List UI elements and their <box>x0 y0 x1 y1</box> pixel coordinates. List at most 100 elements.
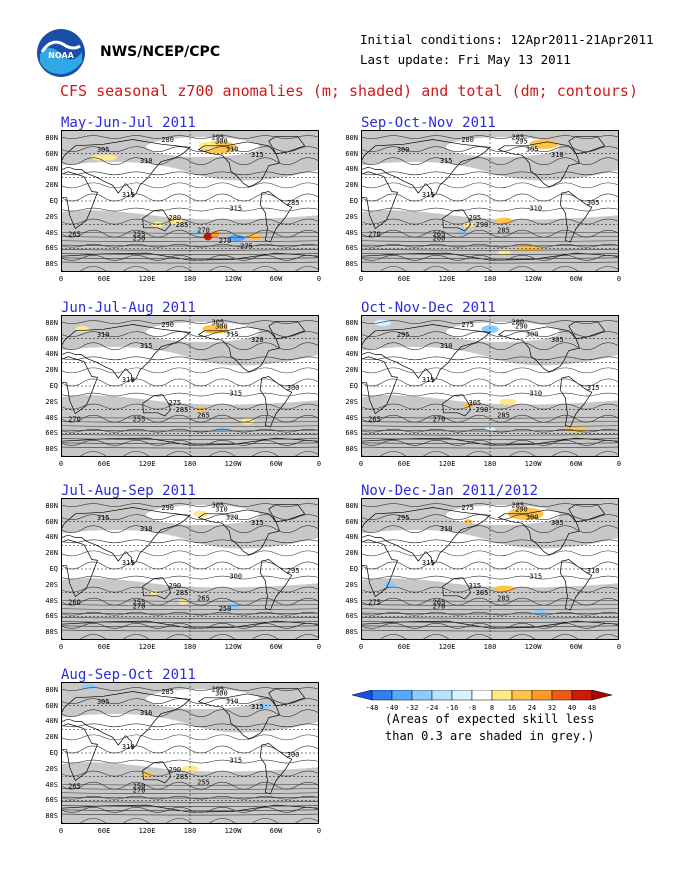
anomaly-shading <box>493 585 516 592</box>
lon-tick-label: 0 <box>316 827 322 835</box>
contour-line <box>61 266 319 272</box>
lon-tick-label: 120E <box>138 643 156 651</box>
contour-line <box>61 367 319 374</box>
contour-label: 260 <box>433 234 446 242</box>
lat-tick-label: 60S <box>45 244 58 253</box>
contour-line <box>61 421 319 423</box>
contour-line <box>61 193 319 202</box>
lat-tick-label: 80N <box>345 501 358 510</box>
contour-label: 250 <box>133 783 146 791</box>
contour-line <box>61 525 319 534</box>
contour-line <box>61 723 319 728</box>
contour-label: 315 <box>140 342 153 350</box>
colorbar-tick-label: -24 <box>426 704 439 712</box>
contour-line <box>361 425 619 428</box>
lat-tick-label: 40N <box>345 533 358 542</box>
contour-label: 310 <box>215 505 228 513</box>
contour-line <box>61 320 319 324</box>
lon-tick-label: 120E <box>138 460 156 468</box>
contour-label: 265 <box>68 783 81 791</box>
contour-line <box>361 451 619 457</box>
contour-line <box>61 342 319 351</box>
figure-title: CFS seasonal z700 anomalies (m; shaded) … <box>60 82 638 100</box>
contour-line <box>361 623 619 629</box>
contour-label: 315 <box>422 191 435 199</box>
lat-tick-label: 80N <box>45 501 58 510</box>
lat-tick-label: 40S <box>45 596 58 605</box>
lon-tick-label: 120W <box>524 275 542 283</box>
coastline <box>61 507 191 566</box>
contour-label: 285 <box>287 199 300 207</box>
contour-label: 315 <box>122 191 135 199</box>
contour-label: 315 <box>122 559 135 567</box>
contour-line <box>361 604 619 606</box>
contour-label: 285 <box>176 773 189 781</box>
lat-tick-label: EQ <box>349 565 358 573</box>
lat-tick-label: 60S <box>45 796 58 805</box>
contour-line <box>61 414 319 423</box>
contour-line <box>61 514 319 520</box>
contour-line <box>361 421 619 423</box>
contour-line <box>361 525 619 534</box>
contour-label: 265 <box>197 595 210 603</box>
coastline <box>197 509 281 556</box>
contour-label: 310 <box>226 697 239 705</box>
lat-tick-label: 40N <box>45 350 58 359</box>
coastline <box>568 135 606 155</box>
lat-tick-label: 80S <box>345 628 358 637</box>
colorbar-swatch <box>391 690 413 701</box>
initial-conditions: Initial conditions: 12Apr2011-21Apr2011 <box>360 32 654 47</box>
lat-tick-label: 80S <box>45 260 58 269</box>
contour-line <box>361 392 619 397</box>
lat-tick-label: 20N <box>45 181 58 190</box>
contour-label: 300 <box>229 572 242 580</box>
lat-tick-label: 20N <box>345 549 358 558</box>
panel-title: Nov-Dec-Jan 2011/2012 <box>361 483 539 499</box>
contour-label: 260 <box>68 599 81 607</box>
lon-tick-label: 180 <box>183 275 197 283</box>
contour-line <box>361 634 619 640</box>
colorbar-swatch <box>571 690 593 701</box>
colorbar-tick-label: -32 <box>406 704 419 712</box>
contour-label: 255 <box>133 231 146 239</box>
anomaly-colorbar: -48 -40 -32 -24 -16 -8 8 16 24 32 40 48 <box>352 690 613 712</box>
lon-tick-label: 180 <box>183 643 197 651</box>
coastline <box>361 437 619 457</box>
map-frame <box>61 315 319 457</box>
lon-tick-label: 180 <box>183 460 197 468</box>
lat-tick-label: 60N <box>345 334 358 343</box>
lat-tick-label: 60S <box>345 244 358 253</box>
contour-label: 305 <box>212 318 225 326</box>
colorbar-tick-label: -40 <box>386 704 399 712</box>
contour-label: 275 <box>461 321 474 329</box>
contour-line <box>61 255 319 261</box>
lon-tick-label: 60W <box>269 460 283 468</box>
contour-label: 280 <box>161 136 174 144</box>
contour-line <box>61 503 319 507</box>
coastline <box>197 326 281 373</box>
contour-line <box>61 146 319 152</box>
lon-tick-label: 60W <box>269 827 283 835</box>
coastline <box>497 141 581 188</box>
coastline <box>268 503 306 523</box>
colorbar-tick-label: -16 <box>446 704 459 712</box>
contour-line <box>61 792 319 795</box>
contour-label: 280 <box>461 136 474 144</box>
skill-note-line2: than 0.3 are shaded in grey.) <box>385 729 595 743</box>
contour-line <box>361 331 619 337</box>
lat-tick-label: 80N <box>45 133 58 142</box>
contour-label: 255 <box>133 599 146 607</box>
colorbar-tick-label: 16 <box>508 704 516 712</box>
contour-label: 270 <box>368 231 381 239</box>
lat-tick-label: 60N <box>45 149 58 158</box>
contour-label: 270 <box>219 237 232 245</box>
map-frame <box>361 130 619 272</box>
contour-line <box>361 255 619 261</box>
lon-tick-label: 0 <box>616 275 622 283</box>
lat-tick-label: 40N <box>45 165 58 174</box>
anomaly-shading <box>75 326 90 333</box>
lat-tick-label: 80N <box>345 133 358 142</box>
contour-label: 285 <box>161 688 174 696</box>
contour-label: 265 <box>433 599 446 607</box>
